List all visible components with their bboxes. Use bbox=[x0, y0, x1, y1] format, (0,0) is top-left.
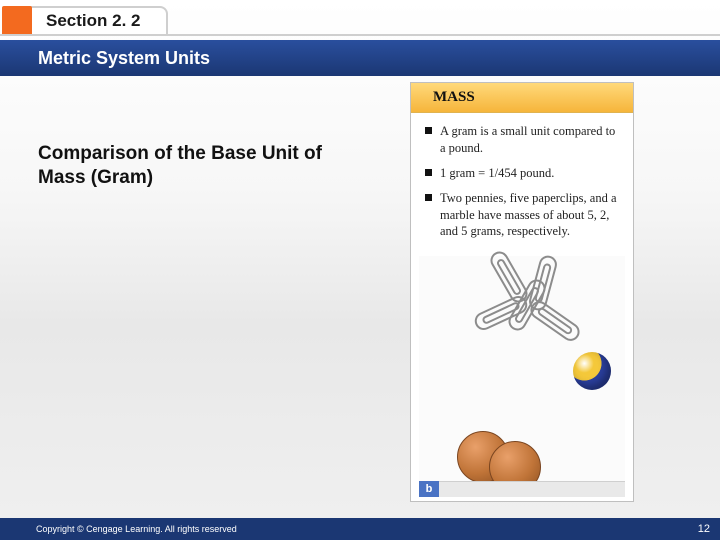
marble-icon bbox=[573, 352, 611, 390]
body-area: Comparison of the Base Unit of Mass (Gra… bbox=[0, 80, 720, 518]
copyright-text: Copyright © Cengage Learning. All rights… bbox=[36, 524, 237, 534]
figure-bullet-text: A gram is a small unit compared to a pou… bbox=[440, 123, 619, 157]
body-heading: Comparison of the Base Unit of Mass (Gra… bbox=[38, 142, 338, 190]
square-bullet-icon bbox=[425, 194, 432, 201]
page-number: 12 bbox=[698, 523, 710, 535]
section-accent-square bbox=[2, 6, 32, 36]
figure-mass-box: MASS A gram is a small unit compared to … bbox=[410, 82, 634, 502]
square-bullet-icon bbox=[425, 127, 432, 134]
figure-bullet-text: 1 gram = 1/454 pound. bbox=[440, 165, 554, 182]
section-underline bbox=[0, 34, 720, 36]
slide: Section 2. 2 Metric System Units Compari… bbox=[0, 0, 720, 540]
figure-bullet-row: Two pennies, five paperclips, and a marb… bbox=[425, 190, 619, 241]
figure-bullets: A gram is a small unit compared to a pou… bbox=[411, 113, 633, 254]
figure-bullet-row: 1 gram = 1/454 pound. bbox=[425, 165, 619, 182]
square-bullet-icon bbox=[425, 169, 432, 176]
figure-header: MASS bbox=[411, 83, 633, 113]
slide-footer: Copyright © Cengage Learning. All rights… bbox=[0, 518, 720, 540]
section-header: Section 2. 2 bbox=[0, 6, 720, 36]
title-bar: Metric System Units bbox=[0, 40, 720, 76]
figure-panel-label: b bbox=[419, 481, 439, 497]
figure-illustration: b bbox=[419, 256, 625, 497]
figure-bullet-row: A gram is a small unit compared to a pou… bbox=[425, 123, 619, 157]
title-bar-text: Metric System Units bbox=[0, 48, 210, 69]
figure-footer-strip: b bbox=[419, 481, 625, 497]
section-tab: Section 2. 2 bbox=[4, 6, 168, 36]
section-label: Section 2. 2 bbox=[46, 11, 140, 30]
figure-bullet-text: Two pennies, five paperclips, and a marb… bbox=[440, 190, 619, 241]
